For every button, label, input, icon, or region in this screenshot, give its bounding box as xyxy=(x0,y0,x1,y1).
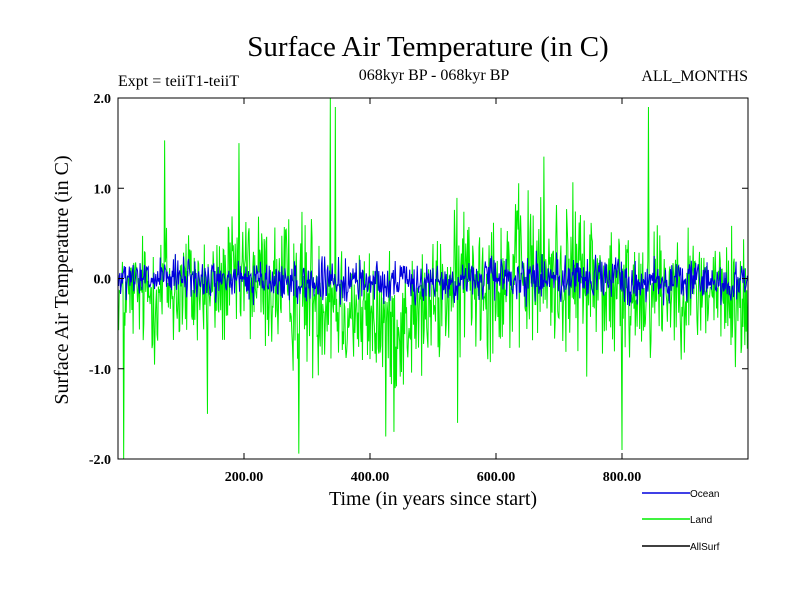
y-axis-ticks: 2.0 1.0 0.0 -1.0 -2.0 xyxy=(89,92,748,468)
plot-area xyxy=(118,98,748,459)
legend-label-allsurf: AllSurf xyxy=(690,542,720,553)
y-tick-label: 0.0 xyxy=(94,273,112,288)
legend-label-land: Land xyxy=(690,515,712,526)
x-axis-label: Time (in years since start) xyxy=(329,488,537,510)
x-tick-label: 600.00 xyxy=(477,470,516,485)
legend: Ocean Land AllSurf xyxy=(642,489,720,553)
ocean-series-line xyxy=(118,250,748,307)
y-tick-label: 1.0 xyxy=(94,182,112,197)
months-label: ALL_MONTHS xyxy=(641,68,748,85)
y-tick-label: -1.0 xyxy=(89,363,111,378)
legend-label-ocean: Ocean xyxy=(690,489,719,500)
x-tick-label: 400.00 xyxy=(351,470,390,485)
experiment-label: Expt = teiiT1-teiiT xyxy=(118,73,239,90)
x-tick-label: 200.00 xyxy=(225,470,264,485)
x-axis-ticks: 200.00 400.00 600.00 800.00 xyxy=(225,98,642,485)
period-label: 068kyr BP - 068kyr BP xyxy=(359,67,510,84)
chart-title: Surface Air Temperature (in C) xyxy=(247,31,608,63)
y-axis-label: Surface Air Temperature (in C) xyxy=(51,155,73,404)
y-tick-label: -2.0 xyxy=(89,453,111,468)
x-tick-label: 800.00 xyxy=(603,470,642,485)
y-tick-label: 2.0 xyxy=(94,92,112,107)
